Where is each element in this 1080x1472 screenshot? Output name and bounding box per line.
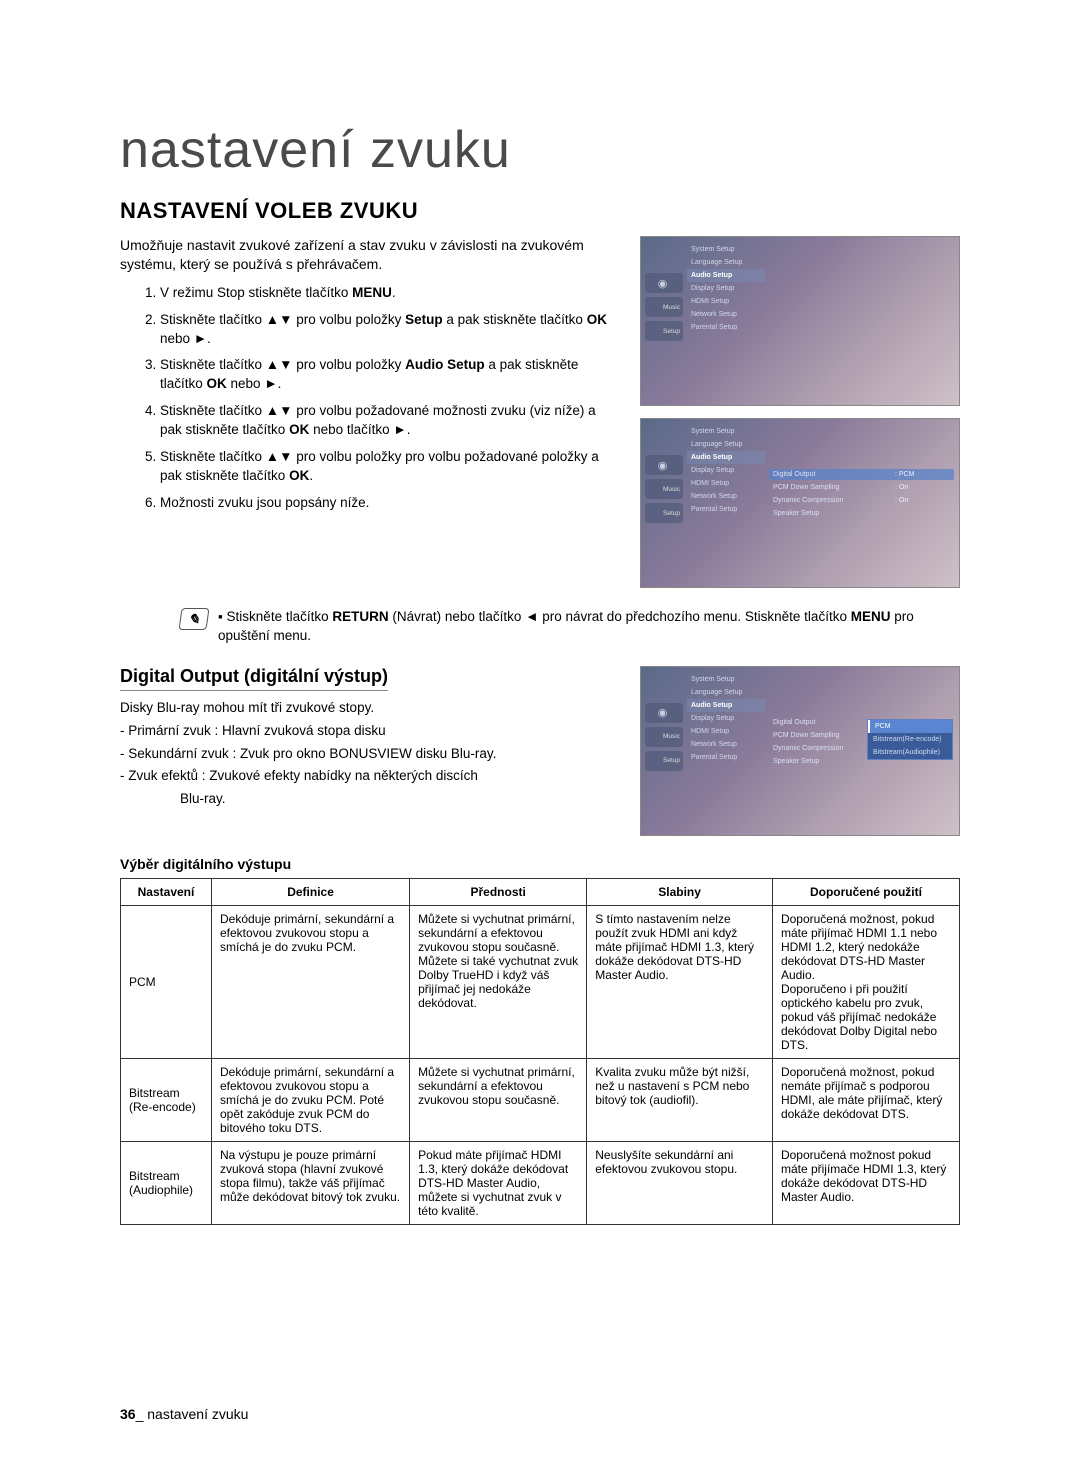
content-right: ◉ Music Setup System Setup Language Setu…: [640, 236, 960, 588]
do-intro: Disky Blu-ray mohou mít tři zvukové stop…: [120, 699, 620, 718]
cell-setting: PCM: [121, 905, 212, 1058]
do-bullet-3: - Zvuk efektů : Zvukové efekty nabídky n…: [120, 767, 620, 786]
osd-menu-column: System Setup Language Setup Audio Setup …: [687, 673, 765, 764]
osd-setup-tab: Setup: [645, 321, 683, 341]
cell-setting: Bitstream (Re-encode): [121, 1058, 212, 1141]
cell-definition: Na výstupu je pouze primární zvuková sto…: [212, 1141, 410, 1224]
th-cons: Slabiny: [587, 878, 773, 905]
digital-output-row: Digital Output (digitální výstup) Disky …: [120, 666, 960, 836]
cell-cons: Kvalita zvuku může být nižší, než u nast…: [587, 1058, 773, 1141]
step-3: Stiskněte tlačítko ▲▼ pro volbu položky …: [160, 356, 620, 394]
main-content-row: Umožňuje nastavit zvukové zařízení a sta…: [120, 236, 960, 588]
content-left: Umožňuje nastavit zvukové zařízení a sta…: [120, 236, 620, 588]
step-1: V režimu Stop stiskněte tlačítko MENU.: [160, 284, 620, 303]
osd-screenshot-1: ◉ Music Setup System Setup Language Setu…: [640, 236, 960, 406]
intro-text: Umožňuje nastavit zvukové zařízení a sta…: [120, 236, 620, 274]
do-bullet-1: - Primární zvuk : Hlavní zvuková stopa d…: [120, 722, 620, 741]
osd-music-tab: Music: [645, 297, 683, 317]
th-recommended: Doporučené použití: [772, 878, 959, 905]
footer-label: nastavení zvuku: [147, 1406, 248, 1422]
cell-cons: S tímto nastavením nelze použít zvuk HDM…: [587, 905, 773, 1058]
table-label: Výběr digitálního výstupu: [120, 856, 960, 872]
output-table: Nastavení Definice Přednosti Slabiny Dop…: [120, 878, 960, 1225]
do-bullet-2: - Sekundární zvuk : Zvuk pro okno BONUSV…: [120, 745, 620, 764]
cell-setting: Bitstream (Audiophile): [121, 1141, 212, 1224]
digital-output-left: Digital Output (digitální výstup) Disky …: [120, 666, 620, 836]
cell-definition: Dekóduje primární, sekundární a efektovo…: [212, 1058, 410, 1141]
osd-music-tab: Music: [645, 479, 683, 499]
osd-right-panel: Digital Output: PCM PCM Down Sampling: O…: [769, 469, 954, 519]
osd-music-tab: Music: [645, 727, 683, 747]
subsection-heading: Digital Output (digitální výstup): [120, 666, 388, 691]
cell-definition: Dekóduje primární, sekundární a efektovo…: [212, 905, 410, 1058]
osd-screenshot-2: ◉ Music Setup System Setup Language Setu…: [640, 418, 960, 588]
cell-pros: Můžete si vychutnat primární, sekundární…: [410, 905, 587, 1058]
cell-pros: Můžete si vychutnat primární, sekundární…: [410, 1058, 587, 1141]
cell-cons: Neuslyšíte sekundární ani efektovou zvuk…: [587, 1141, 773, 1224]
cell-recommended: Doporučená možnost, pokud nemáte přijíma…: [772, 1058, 959, 1141]
page-footer: 36_ nastavení zvuku: [120, 1406, 248, 1422]
cell-pros: Pokud máte přijímač HDMI 1.3, který doká…: [410, 1141, 587, 1224]
table-row: Bitstream (Audiophile) Na výstupu je pou…: [121, 1141, 960, 1224]
steps-list: V režimu Stop stiskněte tlačítko MENU. S…: [120, 284, 620, 513]
page-number: 36: [120, 1406, 136, 1422]
note-icon: ✎: [178, 608, 209, 630]
osd-setup-tab: Setup: [645, 503, 683, 523]
step-4: Stiskněte tlačítko ▲▼ pro volbu požadova…: [160, 402, 620, 440]
cell-recommended: Doporučená možnost, pokud máte přijímač …: [772, 905, 959, 1058]
osd-screenshot-3: ◉ Music Setup System Setup Language Setu…: [640, 666, 960, 836]
osd-disc-icon: ◉: [645, 273, 683, 293]
osd-disc-icon: ◉: [645, 703, 683, 723]
th-definition: Definice: [212, 878, 410, 905]
note-row: ✎ ▪ Stiskněte tlačítko RETURN (Návrat) n…: [180, 608, 960, 646]
section-heading: NASTAVENÍ VOLEB ZVUKU: [120, 198, 960, 224]
osd-menu-column: System Setup Language Setup Audio Setup …: [687, 243, 765, 334]
osd-popup: PCM Bitstream(Re-encode) Bitstream(Audio…: [867, 719, 953, 760]
do-bullet-3b: Blu-ray.: [120, 790, 620, 809]
osd-menu-column: System Setup Language Setup Audio Setup …: [687, 425, 765, 516]
digital-output-right: ◉ Music Setup System Setup Language Setu…: [640, 666, 960, 836]
th-pros: Přednosti: [410, 878, 587, 905]
table-header-row: Nastavení Definice Přednosti Slabiny Dop…: [121, 878, 960, 905]
step-2: Stiskněte tlačítko ▲▼ pro volbu položky …: [160, 311, 620, 349]
step-6: Možnosti zvuku jsou popsány níže.: [160, 494, 620, 513]
cell-recommended: Doporučená možnost pokud máte přijímače …: [772, 1141, 959, 1224]
page-title: nastavení zvuku: [120, 120, 960, 180]
note-text: ▪ Stiskněte tlačítko RETURN (Návrat) neb…: [218, 608, 960, 646]
table-row: Bitstream (Re-encode) Dekóduje primární,…: [121, 1058, 960, 1141]
osd-setup-tab: Setup: [645, 751, 683, 771]
osd-disc-icon: ◉: [645, 455, 683, 475]
step-5: Stiskněte tlačítko ▲▼ pro volbu položky …: [160, 448, 620, 486]
th-setting: Nastavení: [121, 878, 212, 905]
table-row: PCM Dekóduje primární, sekundární a efek…: [121, 905, 960, 1058]
